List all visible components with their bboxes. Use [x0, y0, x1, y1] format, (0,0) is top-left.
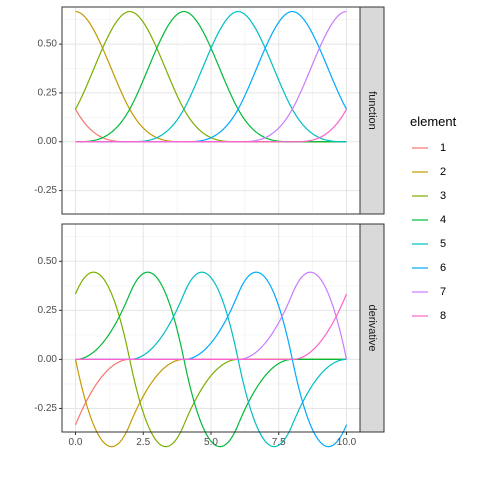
legend-label: 3: [440, 190, 446, 202]
legend-label: 6: [440, 262, 446, 274]
y-tick-label: 0.50: [38, 256, 58, 267]
legend-label: 8: [440, 310, 446, 322]
legend-item-1: 1: [412, 142, 446, 154]
strip-label: derivative: [366, 304, 378, 351]
series-line-element-8: [75, 293, 348, 360]
y-tick-label: 0.00: [38, 354, 58, 365]
legend-label: 2: [440, 166, 446, 178]
series-line-element-4: [75, 271, 347, 448]
panel-derivative: derivative -0.25 0.00 0.25 0.50 0.0 2.5 5.0 7.5 1…: [34, 223, 385, 448]
x-tick-label: 10.0: [337, 437, 357, 448]
legend-item-7: 7: [412, 286, 446, 298]
y-tick-label: 0.50: [38, 39, 58, 50]
panels: function -0.25 0.00 0.25 0.50 derivative -0.25…: [34, 6, 385, 448]
y-tick-label: -0.25: [34, 185, 57, 196]
facet-strip-derivative: derivative: [359, 223, 385, 433]
y-tick-label: 0.00: [38, 136, 58, 147]
legend-label: 1: [440, 142, 446, 154]
y-tick-label: 0.25: [38, 87, 58, 98]
legend: element 1 2 3 4 5 6 7 8: [410, 114, 457, 322]
legend-item-8: 8: [412, 310, 446, 322]
series-line-element-8: [75, 108, 348, 143]
legend-item-5: 5: [412, 238, 446, 250]
strip-label: function: [366, 91, 378, 130]
strip-background: [359, 6, 385, 215]
y-tick-label: 0.25: [38, 305, 58, 316]
strip-background: [359, 223, 385, 433]
legend-label: 4: [440, 214, 446, 226]
legend-item-6: 6: [412, 262, 446, 274]
x-tick-label: 7.5: [272, 437, 286, 448]
x-tick-label: 2.5: [136, 437, 150, 448]
legend-label: 5: [440, 238, 446, 250]
legend-item-4: 4: [412, 214, 446, 226]
legend-title: element: [410, 114, 457, 129]
x-tick-label: 0.0: [69, 437, 83, 448]
legend-label: 7: [440, 286, 446, 298]
legend-item-2: 2: [412, 166, 446, 178]
y-tick-label: -0.25: [34, 403, 57, 414]
x-tick-label: 5.0: [204, 437, 218, 448]
legend-item-3: 3: [412, 190, 446, 202]
facet-strip-function: function: [359, 6, 385, 215]
panel-function: function -0.25 0.00 0.25 0.50: [34, 6, 385, 215]
